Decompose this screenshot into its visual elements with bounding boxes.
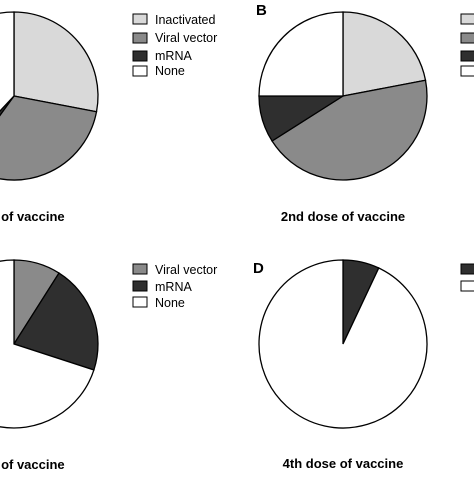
chart-title-b: 2nd dose of vaccine xyxy=(281,209,405,224)
panel-label-b: B xyxy=(256,2,267,19)
legend-swatch-b-3 xyxy=(460,50,474,62)
chart-title-c: se of vaccine xyxy=(0,457,65,472)
legend-label-mrna: mRNA xyxy=(155,49,192,63)
pie-slice-inactivated xyxy=(342,11,427,97)
legend-swatch-c-none xyxy=(132,296,148,308)
legend-label-none: None xyxy=(155,64,185,78)
legend-c: Viral vector mRNA None xyxy=(132,263,217,310)
pie-chart-c xyxy=(0,259,99,429)
pie-slice-none xyxy=(0,11,15,112)
legend-b-cropped xyxy=(460,13,474,77)
legend-swatch-b-1 xyxy=(460,13,474,25)
legend-label-c-viral-vector: Viral vector xyxy=(155,263,217,277)
pie-slice-viral-vector xyxy=(0,95,98,181)
panel-c: se of vaccine Viral vector mRNA None xyxy=(0,259,217,472)
legend-a: Inactivated Viral vector mRNA None xyxy=(132,13,217,78)
pie-slice-mrna xyxy=(13,272,99,371)
panel-b: B 2nd dose of vaccine xyxy=(256,2,474,224)
legend-swatch-c-mrna xyxy=(132,280,148,292)
legend-d-cropped xyxy=(460,263,474,292)
panel-d: D 4th dose of vaccine xyxy=(253,259,474,471)
legend-swatch-b-2 xyxy=(460,32,474,44)
pie-slice-none xyxy=(258,11,344,97)
pie-chart-d xyxy=(258,259,428,429)
legend-label-c-mrna: mRNA xyxy=(155,280,192,294)
pie-chart-b xyxy=(258,11,428,181)
pie-slice-viral-vector xyxy=(271,79,428,181)
pie-slice-inactivated xyxy=(13,11,99,113)
chart-title-a: se of vaccine xyxy=(0,209,65,224)
legend-swatch-d-2 xyxy=(460,280,474,292)
legend-swatch-b-4 xyxy=(460,65,474,77)
chart-title-d: 4th dose of vaccine xyxy=(283,456,404,471)
pie-chart-a xyxy=(0,11,99,181)
legend-swatch-inactivated xyxy=(132,13,148,25)
legend-swatch-mrna xyxy=(132,50,148,62)
panel-label-d: D xyxy=(253,260,264,277)
pie-slice-none xyxy=(0,259,95,429)
legend-label-c-none: None xyxy=(155,296,185,310)
pie-slice-mrna xyxy=(0,95,15,117)
legend-swatch-c-viral-vector xyxy=(132,263,148,275)
legend-label-viral-vector: Viral vector xyxy=(155,31,217,45)
legend-swatch-none xyxy=(132,65,148,77)
legend-swatch-d-1 xyxy=(460,263,474,275)
pie-slice-none xyxy=(258,259,428,429)
panel-a: se of vaccine Inactivated Viral vector m… xyxy=(0,11,217,224)
legend-label-inactivated: Inactivated xyxy=(155,13,216,27)
legend-swatch-viral-vector xyxy=(132,32,148,44)
